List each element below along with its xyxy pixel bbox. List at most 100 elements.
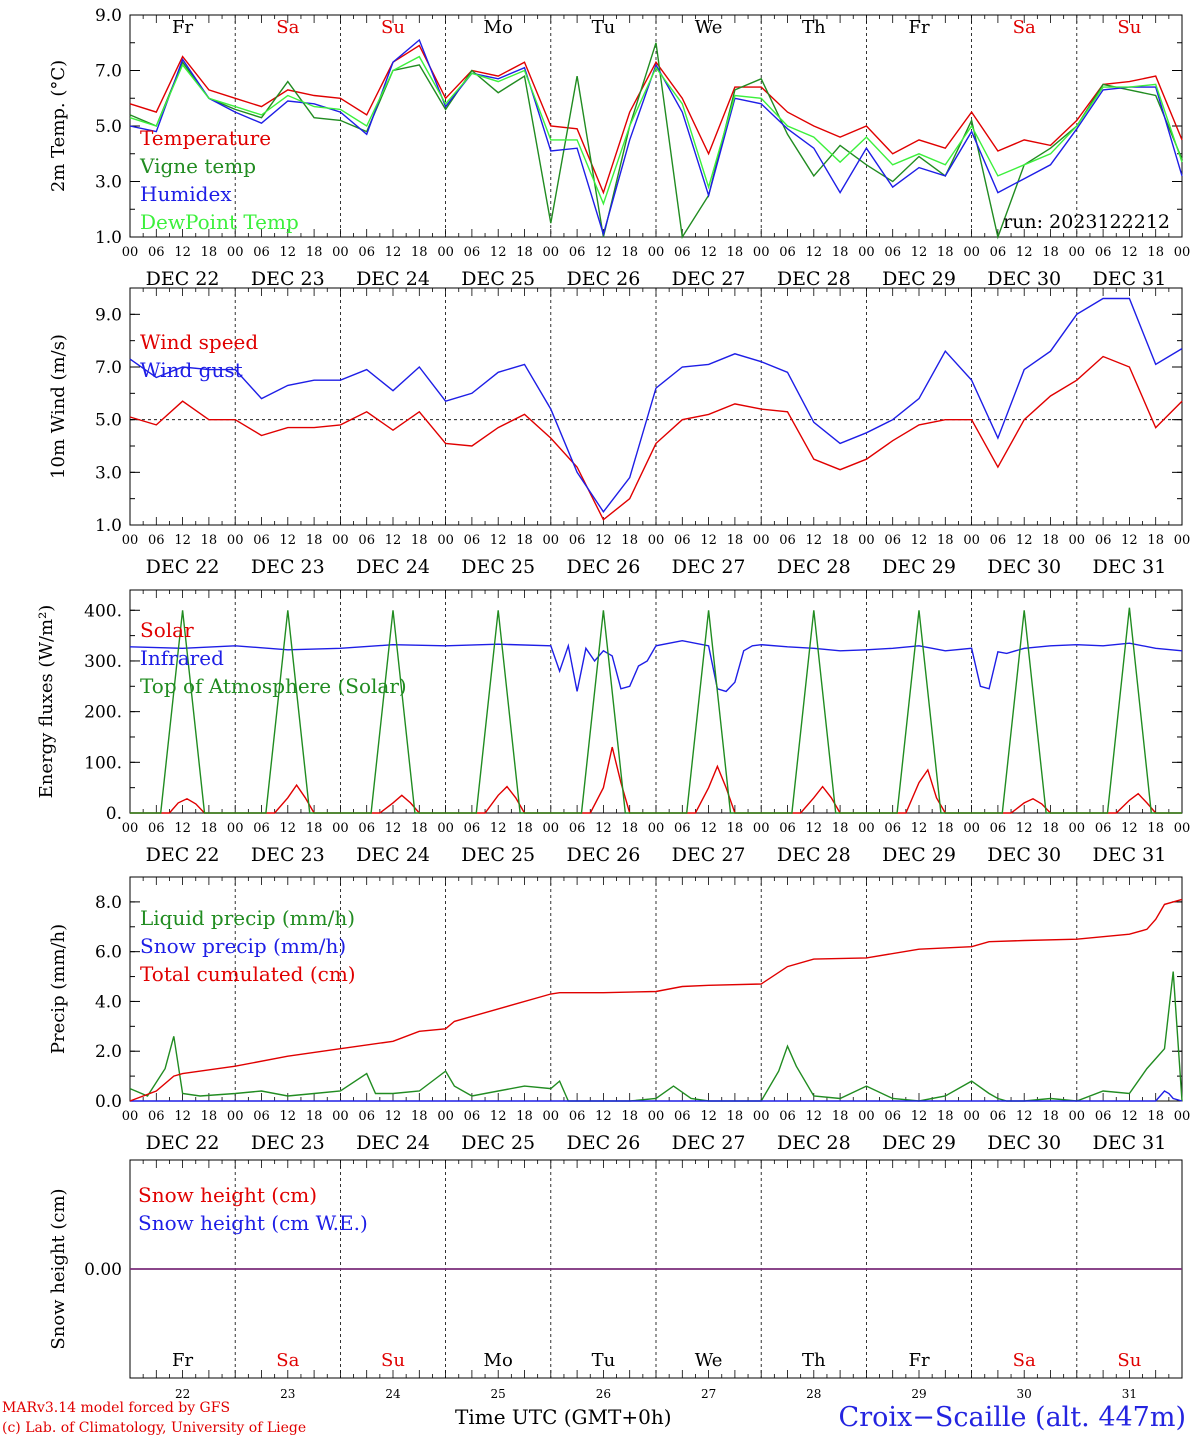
- y-tick-label: 1.0: [95, 228, 122, 248]
- x-hour-label: 00: [858, 245, 875, 260]
- y-tick-label: 6.0: [95, 943, 122, 963]
- x-date-label: DEC 28: [777, 268, 851, 290]
- series-line-wind-speed: [129, 355, 1183, 521]
- x-date-label: DEC 26: [566, 844, 640, 866]
- x-hour-label: 18: [1042, 821, 1059, 836]
- x-date-label: DEC 27: [672, 268, 746, 290]
- x-hour-label: 06: [674, 245, 691, 260]
- x-date-label: DEC 26: [566, 1132, 640, 1154]
- x-date-label: DEC 24: [356, 844, 430, 866]
- x-date-label: DEC 27: [672, 556, 746, 578]
- legend-entry: Total cumulated (cm): [140, 962, 356, 986]
- x-hour-label: 00: [858, 1109, 875, 1124]
- x-hour-label: 12: [1121, 821, 1138, 836]
- x-hour-label: 00: [437, 245, 454, 260]
- legend-entry: Wind gust: [140, 358, 243, 382]
- day-name-bottom: Th: [802, 1350, 826, 1371]
- x-hour-label: 06: [569, 1109, 586, 1124]
- x-hour-label: 00: [963, 533, 980, 548]
- x-hour-label: 12: [1016, 821, 1033, 836]
- x-hour-label: 18: [411, 1109, 428, 1124]
- legend-entry: Snow height (cm): [138, 1183, 317, 1207]
- x-hour-label: 00: [227, 1109, 244, 1124]
- x-hour-label: 12: [1121, 533, 1138, 548]
- x-hour-label: 18: [1042, 1109, 1059, 1124]
- y-axis-label: Energy fluxes (W/m²): [36, 605, 57, 799]
- x-hour-label: 12: [385, 1109, 402, 1124]
- credits-line-2: (c) Lab. of Climatology, University of L…: [2, 1420, 307, 1436]
- y-tick-label: 300.: [84, 652, 122, 672]
- y-tick-label: 1.0: [95, 516, 122, 536]
- x-hour-label: 00: [332, 1109, 349, 1124]
- x-hour-label: 18: [201, 821, 218, 836]
- x-hour-label: 12: [174, 245, 191, 260]
- x-hour-label: 12: [1121, 245, 1138, 260]
- series-line-temperature: [129, 44, 1183, 195]
- x-hour-label: 00: [437, 821, 454, 836]
- day-name-top: Fr: [908, 17, 929, 38]
- x-hour-label: 18: [937, 245, 954, 260]
- x-date-label: DEC 22: [146, 1132, 220, 1154]
- y-tick-label: 3.0: [95, 173, 122, 193]
- day-number-label: 31: [1122, 1387, 1137, 1401]
- x-hour-label: 00: [1069, 533, 1086, 548]
- x-hour-label: 00: [543, 245, 560, 260]
- x-hour-label: 12: [174, 821, 191, 836]
- x-hour-label: 18: [621, 245, 638, 260]
- x-hour-label: 12: [806, 1109, 823, 1124]
- x-hour-label: 12: [1121, 1109, 1138, 1124]
- x-hour-label: 00: [227, 821, 244, 836]
- panel-frame-2: [129, 589, 1183, 814]
- x-hour-label: 12: [1016, 245, 1033, 260]
- x-hour-label: 00: [332, 533, 349, 548]
- x-hour-label: 00: [437, 533, 454, 548]
- x-hour-label: 12: [490, 1109, 507, 1124]
- x-hour-label: 06: [464, 245, 481, 260]
- x-date-label: DEC 24: [356, 556, 430, 578]
- series-line-vigne-temp: [129, 42, 1183, 240]
- x-hour-label: 06: [358, 533, 375, 548]
- x-date-label: DEC 23: [251, 1132, 325, 1154]
- x-hour-label: 18: [832, 533, 849, 548]
- x-date-label: DEC 23: [251, 844, 325, 866]
- x-date-label: DEC 24: [356, 268, 430, 290]
- day-name-top: Mo: [484, 17, 513, 38]
- x-hour-label: 18: [306, 533, 323, 548]
- x-hour-label: 18: [937, 1109, 954, 1124]
- x-hour-label: 06: [569, 245, 586, 260]
- x-hour-label: 06: [884, 533, 901, 548]
- x-hour-label: 00: [1069, 1109, 1086, 1124]
- series-line-dewpoint-temp: [129, 55, 1183, 206]
- x-hour-label: 12: [700, 245, 717, 260]
- legend-entry: Liquid precip (mm/h): [140, 906, 355, 930]
- x-hour-label: 00: [1174, 245, 1191, 260]
- x-hour-label: 12: [595, 533, 612, 548]
- x-hour-label: 18: [516, 245, 533, 260]
- day-name-bottom: Fr: [172, 1350, 193, 1371]
- x-date-label: DEC 27: [672, 1132, 746, 1154]
- x-hour-label: 06: [148, 1109, 165, 1124]
- x-hour-label: 12: [174, 533, 191, 548]
- series-line-top-of-atmosphere-solar-: [130, 607, 1182, 814]
- legend-entry: Vigne temp: [139, 154, 256, 178]
- x-hour-label: 12: [280, 533, 297, 548]
- x-date-label: DEC 26: [566, 268, 640, 290]
- x-hour-label: 06: [990, 1109, 1007, 1124]
- x-hour-label: 00: [543, 1109, 560, 1124]
- y-axis-label: 2m Temp. (°C): [48, 60, 69, 192]
- x-hour-label: 00: [543, 821, 560, 836]
- day-name-top: Su: [381, 17, 405, 38]
- x-hour-label: 06: [358, 821, 375, 836]
- x-hour-label: 00: [1069, 245, 1086, 260]
- x-date-label: DEC 27: [672, 844, 746, 866]
- x-hour-label: 00: [332, 245, 349, 260]
- x-hour-label: 18: [727, 245, 744, 260]
- y-tick-label: 400.: [84, 601, 122, 621]
- y-tick-label: 9.0: [95, 6, 122, 26]
- x-hour-label: 18: [1147, 821, 1164, 836]
- x-hour-label: 00: [753, 533, 770, 548]
- x-hour-label: 12: [385, 245, 402, 260]
- x-hour-label: 06: [674, 533, 691, 548]
- x-hour-label: 12: [806, 533, 823, 548]
- x-hour-label: 00: [122, 1109, 139, 1124]
